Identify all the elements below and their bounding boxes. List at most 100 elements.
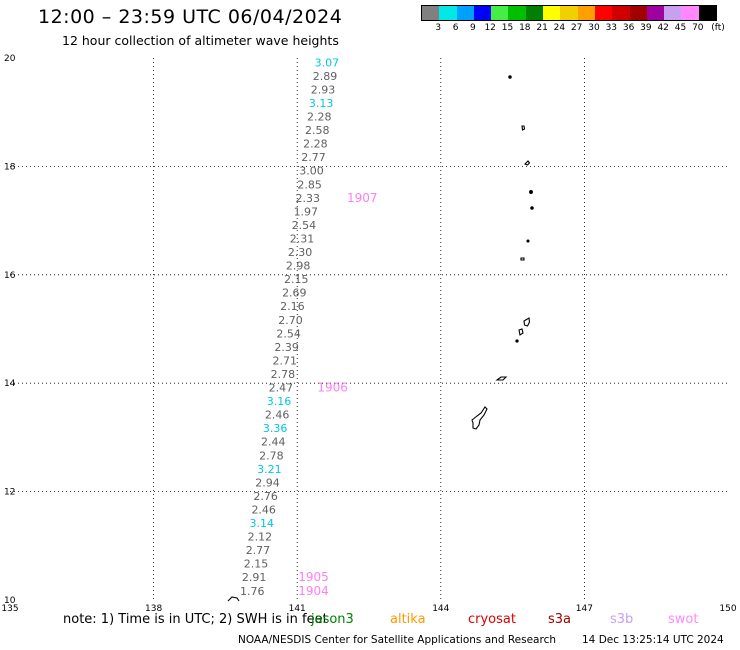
- wave-height-label: 2.78: [259, 449, 284, 462]
- wave-height-label: 3.36: [263, 422, 288, 435]
- legend-label: 33: [605, 23, 618, 33]
- wave-height-label: 2.54: [276, 327, 301, 340]
- island-aguijan: [515, 339, 519, 343]
- wave-height-label: 2.94: [255, 476, 280, 489]
- island-agrihan: [529, 190, 533, 194]
- legend-swatch: [456, 6, 474, 20]
- island-alamagan: [526, 239, 530, 243]
- wave-height-label: 2.70: [278, 314, 303, 327]
- legend-swatch: [491, 6, 509, 20]
- generation-timestamp: 14 Dec 13:25:14 UTC 2024: [582, 634, 724, 646]
- map-title: 12:00 – 23:59 UTC 06/04/2024: [38, 6, 343, 28]
- land-outlines: [227, 75, 534, 602]
- wave-height-label: 2.77: [301, 151, 326, 164]
- wave-height-label: 2.71: [273, 354, 298, 367]
- satellite-jason3: jason3: [311, 612, 354, 627]
- island-maug: [521, 125, 526, 131]
- wave-height-label: 2.30: [288, 246, 313, 259]
- wave-height-label: 3.07: [315, 56, 340, 69]
- legend-label: 6: [452, 23, 459, 33]
- wave-height-label: 2.78: [271, 368, 296, 381]
- wave-height-label: 1.97: [294, 205, 319, 218]
- legend-swatches: [421, 5, 718, 21]
- legend-swatch: [473, 6, 492, 20]
- color-legend: (ft) 3 6 9 12 15 18 21 24 27 30 33 36 39 42 45 70: [421, 5, 725, 33]
- legend-swatch: [422, 6, 440, 20]
- legend-label: 18: [519, 23, 531, 33]
- x-tick-label: 147: [576, 604, 593, 614]
- legend-swatch: [698, 6, 717, 20]
- wave-height-label: 2.98: [286, 260, 311, 273]
- legend-swatch: [612, 6, 630, 20]
- legend-label: 42: [657, 23, 669, 33]
- legend-swatch: [629, 6, 647, 20]
- legend-swatch: [525, 6, 544, 20]
- wave-height-label: 2.31: [290, 232, 315, 245]
- legend-labels: (ft) 3 6 9 12 15 18 21 24 27 30 33 36 39 42 45 70: [421, 21, 724, 33]
- wave-height-label: 2.93: [311, 83, 336, 96]
- legend-label: 15: [501, 23, 514, 33]
- satellite-altika: altika: [390, 612, 426, 627]
- legend-label: 9: [470, 23, 476, 33]
- island-tinian: [518, 328, 524, 336]
- satellite-cryosat: cryosat: [468, 612, 516, 627]
- x-tick-label: 150: [719, 604, 736, 614]
- x-tick-label: 144: [432, 604, 449, 614]
- y-tick-label: 16: [4, 271, 16, 281]
- legend-label: 70: [692, 23, 704, 33]
- legend-swatch: [594, 6, 613, 20]
- wave-height-label: 2.46: [251, 503, 276, 516]
- wave-height-tracks: 3.072.892.933.132.282.582.282.773.002.85…: [240, 56, 339, 597]
- island-saipan: [523, 317, 531, 327]
- legend-label: 27: [570, 23, 583, 33]
- wave-height-label: 2.39: [274, 341, 299, 354]
- axis-ticks: 135 138 141 144 147 150 20 18 16 14 12 10: [1, 54, 736, 614]
- y-tick-label: 18: [4, 162, 16, 172]
- x-tick-label: 141: [289, 604, 306, 614]
- time-label: 1906: [317, 381, 348, 395]
- wave-height-label: 2.15: [244, 558, 269, 571]
- map-grid: [10, 58, 728, 600]
- legend-label: 12: [484, 23, 496, 33]
- satellite-swot: swot: [668, 612, 699, 627]
- legend-swatch: [543, 6, 561, 20]
- legend-label: 36: [622, 23, 635, 33]
- time-label: 1907: [347, 191, 378, 205]
- agency-credit: NOAA/NESDIS Center for Satellite Applica…: [238, 634, 556, 646]
- wave-height-label: 2.91: [242, 571, 267, 584]
- wave-height-label: 3.00: [299, 165, 324, 178]
- wave-height-label: 3.16: [267, 395, 292, 408]
- satellite-s3a: s3a: [548, 612, 572, 627]
- legend-label: 45: [674, 23, 687, 33]
- legend-label: 3: [435, 23, 442, 33]
- wave-height-label: 2.47: [269, 382, 294, 395]
- island-guam: [471, 406, 488, 430]
- legend-label: 24: [553, 23, 566, 33]
- y-tick-label: 10: [4, 596, 16, 606]
- satellite-s3b: s3b: [610, 612, 634, 627]
- wave-height-label: 2.28: [303, 138, 328, 151]
- y-tick-label: 20: [4, 54, 16, 64]
- legend-unit: (ft): [711, 23, 725, 33]
- legend-swatch: [664, 6, 682, 20]
- x-tick-label: 135: [1, 604, 18, 614]
- island-track-start-outline: [227, 596, 240, 602]
- time-label: 1905: [298, 570, 329, 584]
- y-tick-label: 14: [4, 379, 16, 389]
- wave-height-label: 2.44: [261, 436, 286, 449]
- wave-height-label: 2.12: [248, 531, 273, 544]
- wave-height-label: 3.21: [257, 463, 282, 476]
- wave-height-label: 2.58: [305, 124, 330, 137]
- legend-swatch: [508, 6, 526, 20]
- time-label: 1904: [298, 584, 329, 598]
- legend-swatch: [439, 6, 457, 20]
- map-subtitle: 12 hour collection of altimeter wave hei…: [62, 33, 339, 48]
- island-rota: [495, 376, 508, 381]
- wave-height-label: 2.28: [307, 111, 332, 124]
- legend-label: 30: [588, 23, 600, 33]
- wave-height-label: 2.46: [265, 409, 290, 422]
- x-tick-label: 138: [145, 604, 162, 614]
- y-tick-label: 12: [4, 488, 15, 498]
